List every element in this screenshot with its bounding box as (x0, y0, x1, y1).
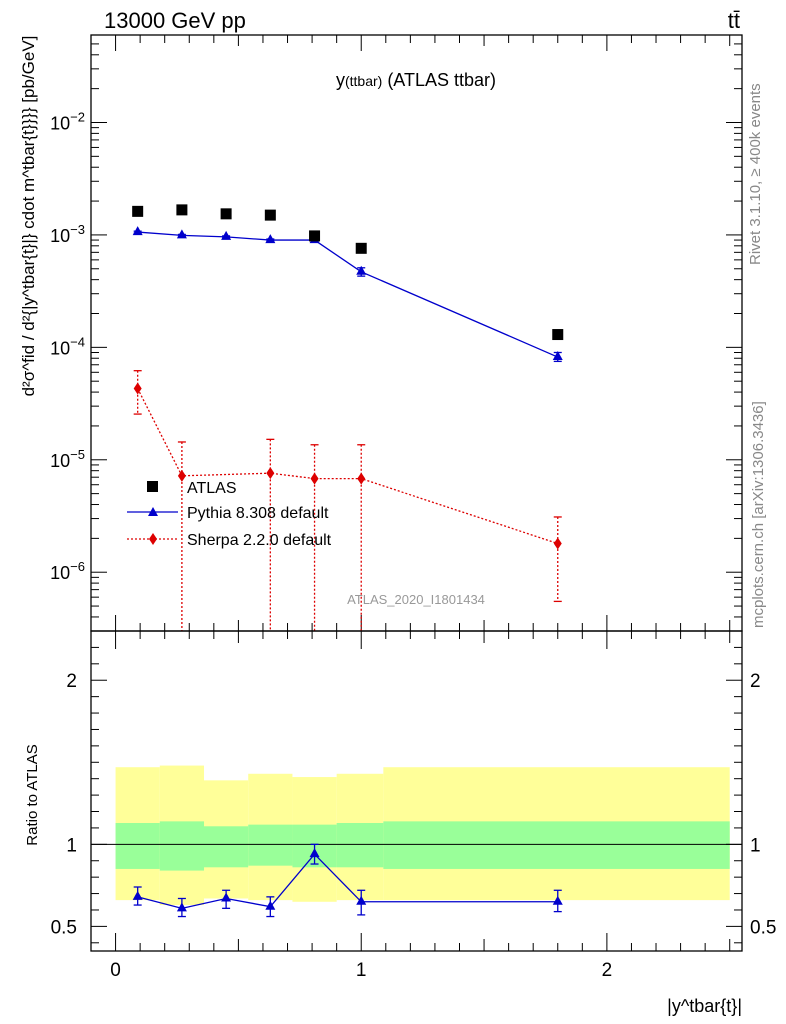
y-tick-label-main: 10−5 (50, 447, 85, 471)
sherpa-point (357, 472, 366, 485)
legend-sherpa-label: Sherpa 2.2.0 default (187, 532, 332, 549)
x-axis-title: |y^tbar{t}| (667, 996, 742, 1016)
atlas-point (309, 230, 321, 242)
ratio-band-inner (248, 824, 293, 866)
atlas-point (132, 205, 144, 217)
pythia-point (176, 229, 187, 239)
ratio-pythia-point (309, 848, 320, 858)
ratio-band-inner (383, 821, 730, 869)
legend-pythia-marker (148, 507, 158, 516)
legend: ATLAS Pythia 8.308 default Sherpa 2.2.0 … (127, 480, 332, 549)
ratio-pythia-point (552, 895, 563, 905)
atlas-point (176, 204, 188, 216)
atlas-point (264, 209, 276, 221)
ratio-band-inner (204, 826, 249, 868)
ratio-pythia-point (356, 895, 367, 905)
y-tick-label-ratio: 0.5 (51, 917, 77, 938)
sherpa-point (310, 472, 319, 485)
rivet-version-text: Rivet 3.1.10, ≥ 400k events (747, 83, 764, 265)
y-tick-label-ratio-right: 2 (750, 671, 761, 692)
header-left: 13000 GeV pp (104, 8, 246, 33)
y-tick-label-ratio-right: 1 (750, 835, 761, 856)
y-axis-title-main: d²σ^fid / d²{|y^tbar{t}|} cdot m^tbar{t}… (19, 36, 38, 397)
atlas-point (355, 242, 367, 254)
mcplots-credit-text: mcplots.cern.ch [arXiv:1306.3436] (750, 401, 767, 628)
pythia-point (221, 230, 232, 240)
legend-pythia-label: Pythia 8.308 default (187, 505, 329, 522)
y-tick-label-main: 10−3 (50, 222, 85, 246)
legend-atlas-label: ATLAS (187, 480, 237, 497)
ratio-band-inner (336, 823, 384, 868)
ratio-panel-frame (90, 630, 743, 952)
ratio-pythia-point (265, 900, 276, 910)
legend-atlas-marker (147, 481, 158, 492)
y-tick-label-main: 10−6 (50, 559, 85, 583)
x-tick-label: 2 (602, 960, 613, 981)
pythia-point (552, 351, 563, 361)
analysis-watermark: ATLAS_2020_I1801434 (347, 592, 485, 607)
y-axis-title-ratio: Ratio to ATLAS (24, 744, 41, 845)
ratio-pythia-point (132, 890, 143, 900)
atlas-point (552, 329, 564, 341)
sherpa-line (137, 388, 558, 545)
ratio-pythia-point (221, 892, 232, 902)
sherpa-point (133, 382, 142, 395)
y-tick-label-ratio-right: 0.5 (750, 917, 776, 938)
header-right: tt̄ (728, 8, 740, 33)
ratio-pythia-point (176, 902, 187, 912)
sherpa-point (177, 469, 186, 482)
pythia-line (137, 231, 559, 358)
x-tick-label: 0 (110, 960, 121, 981)
main-panel: 10−2 10−3 10−4 10−5 10−6 y(ttbar) (ATLAS ttb… (19, 34, 743, 632)
pythia-point (265, 234, 276, 244)
pythia-point (356, 265, 367, 275)
atlas-point (220, 208, 232, 220)
pythia-point (132, 226, 143, 236)
sherpa-point (266, 467, 275, 480)
y-tick-label-main: 10−4 (50, 334, 85, 358)
plot-title: y(ttbar) (ATLAS ttbar) (336, 70, 496, 90)
ratio-band-inner (115, 823, 160, 869)
y-tick-label-main: 10−2 (50, 109, 85, 133)
sherpa-point (553, 537, 562, 550)
y-tick-label-ratio: 1 (66, 835, 77, 856)
legend-sherpa-marker (149, 533, 157, 545)
ratio-band-inner (159, 821, 205, 871)
x-tick-label: 1 (356, 960, 367, 981)
y-tick-label-ratio: 2 (66, 671, 77, 692)
ratio-panel: 0.5 0.5 1 1 2 2 0 1 2 Ratio to ATLAS |y^tbar{t}| (24, 630, 776, 1016)
